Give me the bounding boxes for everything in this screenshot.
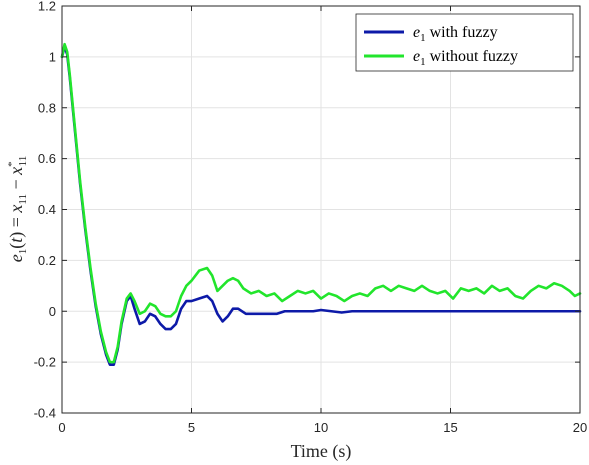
x-tick-label: 15	[443, 420, 457, 435]
y-tick-label: 0.4	[38, 202, 56, 217]
y-tick-label: 1.2	[38, 0, 56, 14]
y-tick-labels: -0.4 -0.2 0 0.2 0.4 0.6 0.8 1 1.2	[34, 0, 56, 421]
legend: e1 with fuzzy e1 without fuzzy	[355, 13, 574, 72]
y-tick-label: 0	[49, 304, 56, 319]
tick-marks	[61, 5, 581, 414]
x-tick-label: 5	[188, 420, 195, 435]
y-tick-label: 0.6	[38, 151, 56, 166]
y-axis-label: e1(t) = x11 − x*11	[6, 156, 29, 263]
legend-label-with-fuzzy: e1 with fuzzy	[413, 24, 498, 44]
series-line-without-fuzzy	[60, 42, 582, 364]
x-axis-label: Time (s)	[291, 441, 352, 462]
y-tick-label: 0.8	[38, 100, 56, 115]
legend-label-without-fuzzy: e1 without fuzzy	[413, 48, 518, 68]
x-tick-label: 0	[58, 420, 65, 435]
x-tick-label: 10	[314, 420, 328, 435]
series-layer	[60, 42, 582, 366]
x-tick-labels: 0 5 10 15 20	[58, 420, 587, 435]
y-tick-label: -0.2	[34, 355, 56, 370]
x-tick-label: 20	[573, 420, 587, 435]
legend-box	[355, 13, 574, 72]
svg-text:e1(t) = x11 − x*11: e1(t) = x11 − x*11	[6, 156, 29, 263]
y-tick-label: 1	[49, 49, 56, 64]
y-tick-label: 0.2	[38, 253, 56, 268]
y-tick-label: -0.4	[34, 406, 56, 421]
